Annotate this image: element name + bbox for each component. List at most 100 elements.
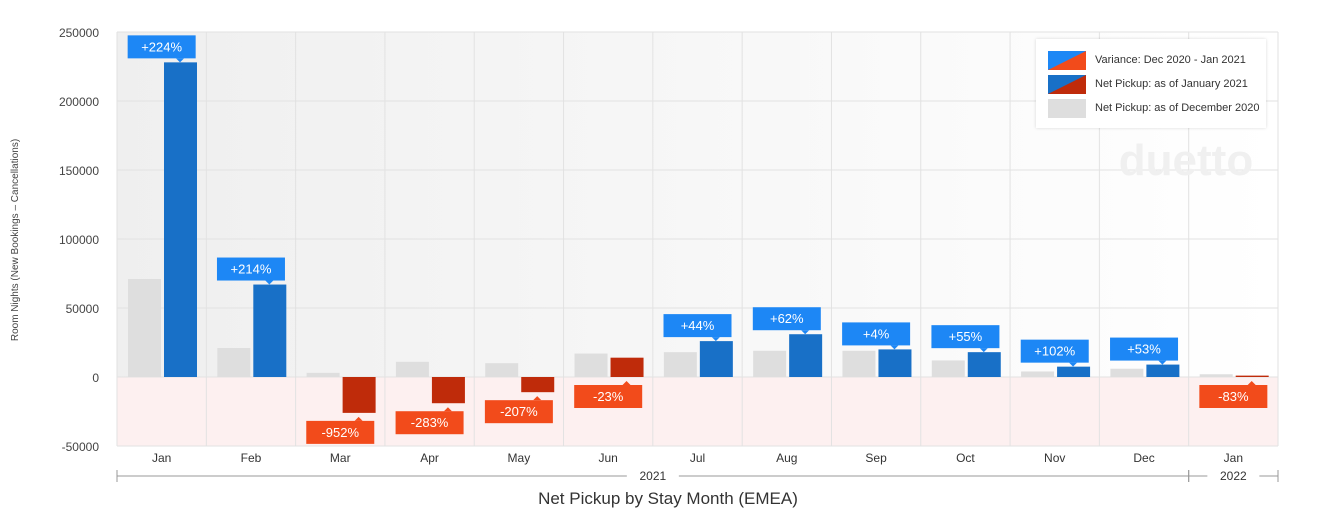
variance-label-pointer (1247, 381, 1256, 385)
y-tick-label: 250000 (59, 26, 99, 40)
legend: Variance: Dec 2020 - Jan 2021 Net Pickup… (1036, 39, 1266, 128)
negative-zone (117, 377, 1278, 446)
bar-jan-2021 (878, 349, 912, 377)
chart-title: Net Pickup by Stay Month (EMEA) (538, 489, 798, 508)
legend-swatch (1048, 50, 1086, 70)
variance-label: +214% (231, 262, 272, 277)
bar-jan-2021 (967, 352, 1001, 377)
y-tick-label: 50000 (66, 302, 100, 316)
bar-dec-2020 (663, 352, 697, 377)
bar-dec-2020 (1110, 368, 1144, 377)
variance-label: +55% (949, 329, 983, 344)
variance-label: -952% (321, 425, 359, 440)
variance-label: +44% (681, 318, 715, 333)
variance-label-box (1020, 339, 1089, 363)
y-axis-label: Room Nights (New Bookings – Cancellation… (10, 139, 21, 341)
variance-label-pointer (890, 345, 899, 350)
variance-label-pointer (265, 280, 274, 285)
variance-label-box (574, 385, 643, 408)
bar-jan-2021 (521, 377, 555, 393)
bar-jan-2021 (699, 341, 733, 377)
variance-label-box (216, 257, 285, 281)
bar-dec-2020 (128, 279, 161, 377)
x-tick-label: Jun (599, 451, 618, 465)
bar-dec-2020 (931, 360, 965, 377)
variance-label: -283% (411, 415, 449, 430)
year-label: 2022 (1220, 469, 1247, 483)
bar-jan-2021 (1057, 366, 1091, 377)
variance-label-box (931, 325, 1000, 349)
x-tick-label: Nov (1044, 451, 1065, 465)
variance-label-pointer (622, 381, 631, 385)
variance-label-box (663, 314, 732, 338)
y-tick-label: 200000 (59, 95, 99, 109)
bar-dec-2020 (217, 348, 251, 377)
x-tick-label: Apr (420, 451, 439, 465)
legend-item-jan[interactable]: Net Pickup: as of January 2021 (1048, 74, 1248, 94)
variance-label-pointer (354, 416, 363, 421)
legend-swatch (1048, 98, 1086, 118)
bar-jan-2021 (789, 334, 823, 377)
bar-jan-2021 (342, 377, 376, 413)
variance-label-box (395, 411, 464, 435)
variance-label-pointer (711, 337, 720, 342)
legend-label: Net Pickup: as of January 2021 (1095, 78, 1248, 90)
variance-label-box (306, 420, 375, 444)
variance-label-box (1199, 385, 1268, 408)
x-tick-label: Jan (1224, 451, 1243, 465)
bar-jan-2021 (253, 284, 287, 377)
variance-label-pointer (1069, 362, 1078, 367)
bar-dec-2020 (1199, 374, 1233, 377)
x-tick-label: Mar (330, 451, 351, 465)
legend-item-variance[interactable]: Variance: Dec 2020 - Jan 2021 (1048, 50, 1246, 70)
x-tick-label: Feb (241, 451, 262, 465)
variance-label: +102% (1034, 344, 1075, 359)
duetto-watermark: duetto (1119, 136, 1253, 185)
bar-jan-2021 (1235, 375, 1269, 377)
variance-label-box (484, 400, 553, 424)
variance-label: -83% (1218, 389, 1249, 404)
variance-label: +62% (770, 311, 804, 326)
bar-dec-2020 (485, 363, 519, 377)
bar-dec-2020 (753, 350, 787, 377)
variance-label: -207% (500, 404, 538, 419)
variance-label-pointer (979, 348, 988, 353)
bar-jan-2021 (164, 62, 197, 378)
y-tick-label: 0 (92, 371, 99, 385)
bar-jan-2021 (431, 377, 465, 404)
y-tick-label: 100000 (59, 233, 99, 247)
x-tick-label: Jan (152, 451, 171, 465)
variance-label-pointer (1158, 360, 1167, 365)
y-tick-label: 150000 (59, 164, 99, 178)
legend-label: Net Pickup: as of December 2020 (1095, 102, 1260, 114)
x-tick-label: Dec (1133, 451, 1154, 465)
variance-label-pointer (443, 407, 452, 412)
variance-label: +224% (141, 39, 182, 54)
variance-label: +53% (1127, 342, 1161, 357)
variance-label-pointer (801, 330, 810, 335)
variance-label-box (842, 322, 911, 346)
y-tick-label: -50000 (62, 440, 100, 454)
bar-dec-2020 (306, 372, 340, 377)
bar-dec-2020 (1021, 371, 1055, 377)
bar-dec-2020 (574, 353, 608, 377)
bar-dec-2020 (842, 350, 876, 377)
legend-label: Variance: Dec 2020 - Jan 2021 (1095, 54, 1246, 66)
x-tick-label: May (508, 451, 531, 465)
bar-jan-2021 (610, 357, 644, 377)
year-label: 2021 (639, 469, 666, 483)
variance-label-box (752, 307, 821, 331)
legend-item-dec[interactable]: Net Pickup: as of December 2020 (1048, 98, 1259, 118)
x-tick-label: Sep (865, 451, 887, 465)
legend-swatch (1048, 74, 1086, 94)
variance-label-box (127, 35, 196, 59)
variance-label-box (1110, 337, 1179, 361)
variance-label: +4% (863, 326, 890, 341)
variance-label-pointer (176, 58, 184, 63)
variance-label-pointer (533, 396, 542, 401)
x-tick-label: Jul (690, 451, 705, 465)
bar-dec-2020 (395, 361, 429, 377)
x-tick-label: Oct (956, 451, 975, 465)
bar-jan-2021 (1146, 364, 1180, 377)
